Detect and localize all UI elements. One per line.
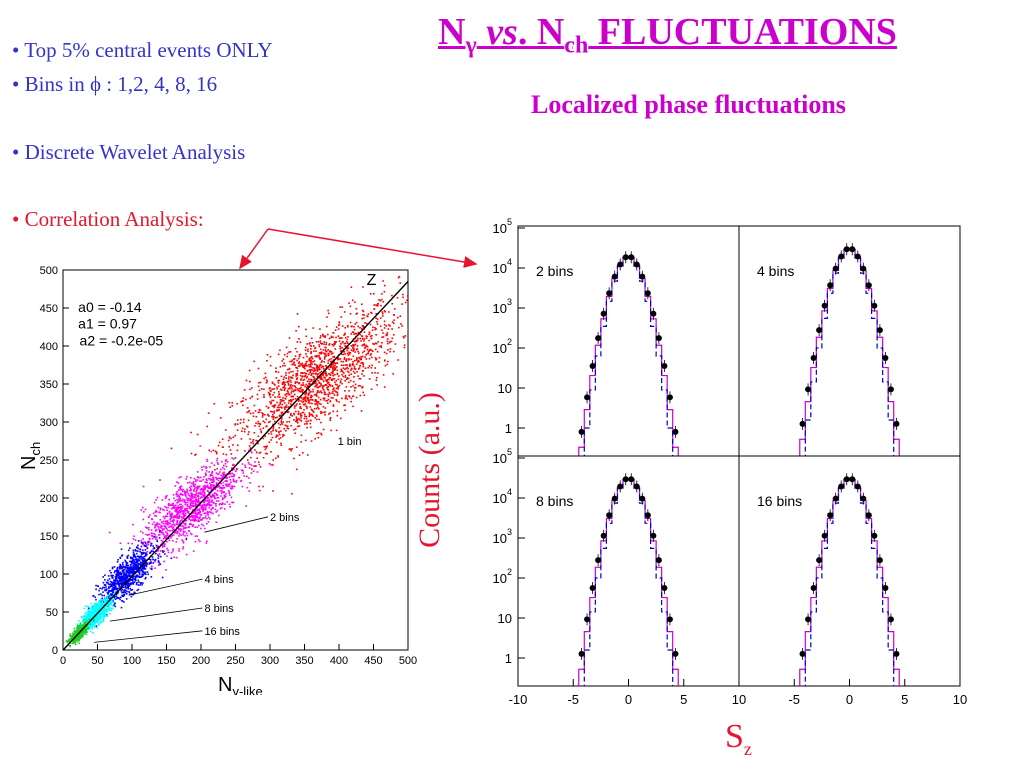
title-n: N (438, 11, 466, 53)
y-tick-label: 10 (498, 381, 512, 396)
x-tick-label: 5 (901, 692, 908, 707)
arrow-to-scatter (239, 228, 269, 270)
bullet-bins: • Bins in ϕ : 1,2, 4, 8, 16 (12, 72, 218, 96)
title-ch: ch (564, 32, 589, 59)
annotation-label: 16 bins (204, 626, 240, 638)
hist-x-axis-label: Sz (725, 718, 752, 760)
x-tick-label: 5 (680, 692, 687, 707)
annotation-label: 1 bin (338, 436, 362, 448)
hist-y-axis-label: Counts (a.u.) (413, 392, 446, 548)
cluster-1-bin (159, 275, 408, 509)
arrow-to-histograms (267, 228, 478, 268)
y-tick-label: 1 (505, 651, 512, 666)
y-tick-label: 102 (493, 567, 512, 586)
x-tick-label: 250 (226, 655, 244, 667)
corner-label: Z (367, 272, 377, 289)
title-end: FLUCTUATIONS (588, 11, 897, 53)
panel-label: 4 bins (757, 263, 794, 279)
annotation-arrow (109, 607, 203, 622)
panel-series (799, 473, 900, 686)
y-tick-label: 102 (493, 337, 512, 356)
x-tick-label: -5 (788, 692, 800, 707)
x-tick-label: 0 (60, 655, 66, 667)
hist-panel-16-bins: 16 bins (738, 455, 961, 687)
x-tick-label: 10 (732, 692, 746, 707)
x-tick-label: 100 (123, 655, 141, 667)
hist-x-label-sub: z (743, 738, 752, 759)
scatter-plot: 0 50 100 150 200 250 300 350 400 450 500 0 50 100 150 2… (18, 265, 417, 695)
panel-series (578, 473, 679, 686)
annotation-arrow (204, 516, 269, 533)
x-tick-label: 200 (192, 655, 210, 667)
y-tick-label: 50 (46, 607, 58, 619)
panel-series (578, 251, 679, 456)
title-gamma: γ (465, 32, 477, 59)
fit-line (62, 281, 409, 651)
cluster-4-bins (87, 529, 188, 627)
y-tick-label: 10 (498, 611, 512, 626)
x-tick-label: 150 (157, 655, 175, 667)
y-tick-label: 250 (40, 455, 58, 467)
x-tick-label: 0 (846, 692, 853, 707)
x-tick-label: 450 (364, 655, 382, 667)
x-tick-label: 50 (91, 655, 103, 667)
fit-a0: a0 = -0.14 (78, 299, 142, 315)
cluster-2-bins (108, 437, 273, 576)
hist-panel-2-bins: 2 bins (517, 225, 740, 457)
annotation-arrow (128, 578, 203, 596)
y-tick-label: 104 (493, 257, 512, 276)
x-tick-label: 300 (261, 655, 279, 667)
title-vs: vs (476, 11, 518, 53)
x-tick-label: 400 (330, 655, 348, 667)
y-tick-label: 200 (40, 493, 58, 505)
bullet-central: • Top 5% central events ONLY (12, 38, 273, 62)
bullet-wavelet: • Discrete Wavelet Analysis (12, 140, 246, 164)
panel-label: 2 bins (536, 263, 573, 279)
annotation-label: 8 bins (204, 603, 234, 615)
y-tick-label: 103 (493, 297, 512, 316)
y-tick-label: 150 (40, 531, 58, 543)
annotation-arrow (94, 630, 203, 643)
annotation-label: 2 bins (270, 512, 300, 524)
y-tick-label: 0 (52, 645, 58, 657)
fit-a1: a1 = 0.97 (78, 316, 137, 332)
x-tick-label: 350 (295, 655, 313, 667)
panel-series (799, 243, 900, 456)
title-dot: . N (517, 11, 565, 53)
panel-frame (517, 225, 740, 457)
scatter-x-label: Nγ-like (218, 674, 263, 695)
panel-frame (517, 455, 740, 687)
panel-label: 8 bins (536, 493, 573, 509)
slide-subtitle: Localized phase fluctuations (531, 90, 846, 119)
panel-label: 16 bins (757, 493, 802, 509)
y-tick-label: 500 (40, 265, 58, 277)
y-tick-label: 300 (40, 417, 58, 429)
scatter-y-label: Nch (18, 442, 43, 470)
x-tick-label: 0 (625, 692, 632, 707)
bullet-correlation: • Correlation Analysis: (12, 207, 204, 231)
panel-frame (738, 455, 961, 687)
panel-frame (738, 225, 961, 457)
y-tick-label: 104 (493, 487, 512, 506)
x-tick-label: -5 (567, 692, 579, 707)
y-tick-label: 350 (40, 379, 58, 391)
hist-panel-4-bins: 4 bins (738, 225, 961, 457)
y-tick-label: 100 (40, 569, 58, 581)
fit-a2: a2 = -0.2e-05 (80, 332, 164, 348)
hist-panel-8-bins: 8 bins (517, 455, 740, 687)
x-tick-label: 500 (399, 655, 417, 667)
y-tick-label: 450 (40, 303, 58, 315)
slide-title: Nγ vs. Nch FLUCTUATIONS (438, 10, 998, 60)
x-tick-label: 10 (953, 692, 967, 707)
y-tick-label: 400 (40, 341, 58, 353)
y-tick-label: 105 (493, 217, 512, 236)
y-tick-label: 105 (493, 447, 512, 466)
hist-x-label-main: S (725, 718, 744, 755)
y-tick-label: 1 (505, 421, 512, 436)
annotation-label: 4 bins (204, 574, 234, 586)
y-tick-label: 103 (493, 527, 512, 546)
x-tick-label: -10 (509, 692, 528, 707)
